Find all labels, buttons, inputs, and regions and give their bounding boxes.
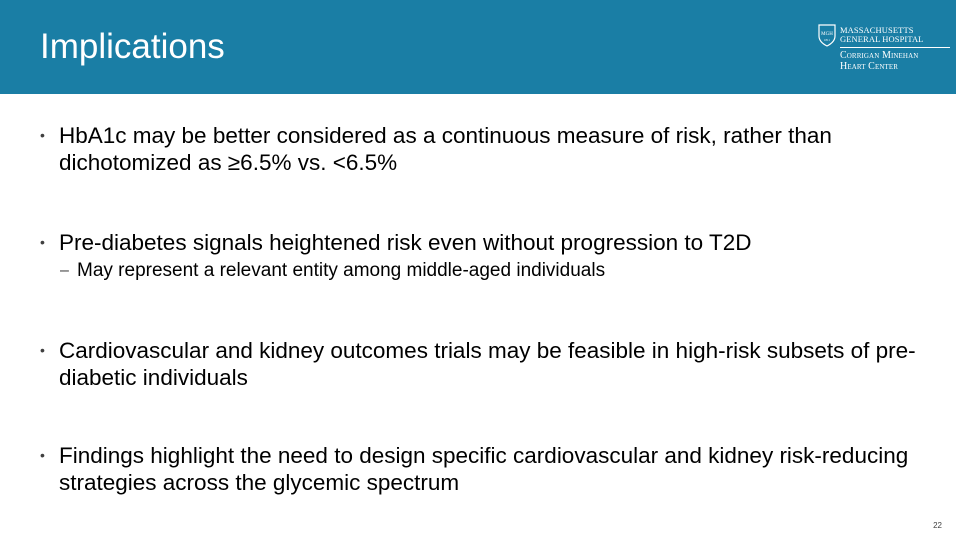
bullet-marker: • — [40, 127, 45, 143]
bullet-text: HbA1c may be better considered as a cont… — [59, 123, 832, 175]
bullet-marker: • — [40, 342, 45, 358]
mgh-logo: MGH 1811 MASSACHUSETTS GENERAL HOSPITAL … — [818, 24, 952, 74]
shield-year: 1811 — [824, 38, 830, 42]
bullet-text: Cardiovascular and kidney outcomes trial… — [59, 338, 916, 390]
bullet-marker: • — [40, 447, 45, 463]
bullet-item-3: • Cardiovascular and kidney outcomes tri… — [40, 337, 920, 391]
logo-line-1: MASSACHUSETTS — [840, 25, 914, 35]
logo-line-4: Heart Center — [840, 61, 898, 72]
bullet-text: Pre-diabetes signals heightened risk eve… — [59, 230, 752, 255]
logo-line-3: Corrigan Minehan — [840, 50, 919, 61]
bullet-text: Findings highlight the need to design sp… — [59, 443, 909, 495]
mgh-shield-icon: MGH 1811 — [818, 24, 836, 47]
bullet-item-1: • HbA1c may be better considered as a co… — [40, 122, 920, 176]
bullet-item-4: • Findings highlight the need to design … — [40, 442, 920, 496]
sub-bullet-marker: – — [60, 262, 69, 279]
logo-line-2: GENERAL HOSPITAL — [840, 34, 924, 44]
slide-title: Implications — [40, 27, 225, 66]
shield-text: MGH — [821, 32, 833, 37]
logo-divider — [840, 47, 950, 48]
slide-header: Implications MGH 1811 MASSACHUSETTS GENE… — [0, 0, 956, 94]
bullet-marker: • — [40, 234, 45, 250]
bullet-item-2: • Pre-diabetes signals heightened risk e… — [40, 229, 920, 283]
page-number: 22 — [933, 521, 942, 530]
sub-bullet-item: – May represent a relevant entity among … — [60, 259, 920, 283]
sub-bullet-text: May represent a relevant entity among mi… — [77, 260, 606, 281]
